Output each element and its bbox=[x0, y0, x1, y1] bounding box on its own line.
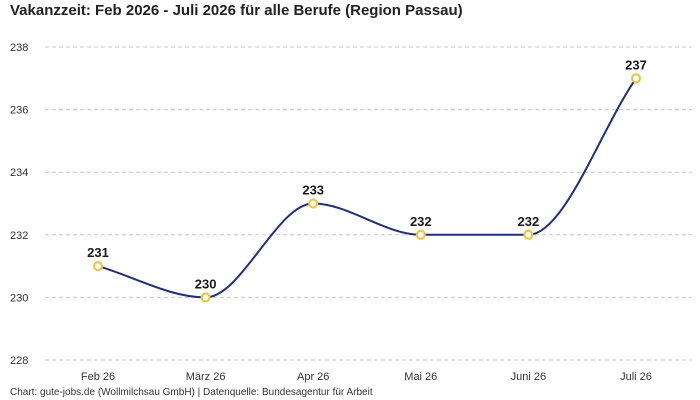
data-label: 237 bbox=[625, 57, 647, 72]
data-point bbox=[93, 261, 103, 272]
data-point bbox=[631, 73, 641, 84]
x-tick-label: Juni 26 bbox=[511, 371, 546, 383]
chart-source-footer: Chart: gute-jobs.de (Wollmilchsau GmbH) … bbox=[10, 387, 373, 398]
data-label: 232 bbox=[518, 214, 540, 229]
data-label: 233 bbox=[302, 183, 324, 198]
data-label: 231 bbox=[87, 245, 109, 260]
y-tick-label: 230 bbox=[10, 292, 28, 304]
data-point bbox=[308, 198, 319, 209]
y-tick-label: 234 bbox=[10, 167, 28, 179]
y-tick-label: 236 bbox=[10, 105, 28, 117]
chart-title: Vakanzzeit: Feb 2026 - Juli 2026 für all… bbox=[10, 2, 463, 19]
y-tick-label: 232 bbox=[10, 230, 28, 242]
data-point bbox=[523, 229, 534, 240]
x-tick-label: März 26 bbox=[186, 371, 226, 383]
gridlines bbox=[45, 46, 692, 361]
y-tick-label: 238 bbox=[10, 42, 28, 54]
x-tick-label: Juli 26 bbox=[620, 371, 652, 383]
data-markers bbox=[93, 73, 641, 303]
data-label: 230 bbox=[195, 276, 217, 291]
y-axis-ticks: 228 230 232 234 236 238 bbox=[10, 42, 28, 367]
y-tick-label: 228 bbox=[10, 355, 28, 367]
data-labels: 231 230 233 232 232 237 bbox=[87, 57, 647, 291]
series-line bbox=[97, 77, 637, 299]
data-point bbox=[200, 292, 211, 303]
x-axis-ticks: Feb 26 März 26 Apr 26 Mai 26 Juni 26 Juli 26 bbox=[81, 371, 652, 383]
x-tick-label: Feb 26 bbox=[81, 371, 115, 383]
data-label: 232 bbox=[410, 214, 432, 229]
x-tick-label: Mai 26 bbox=[404, 371, 437, 383]
data-point bbox=[415, 229, 426, 240]
x-tick-label: Apr 26 bbox=[297, 371, 329, 383]
